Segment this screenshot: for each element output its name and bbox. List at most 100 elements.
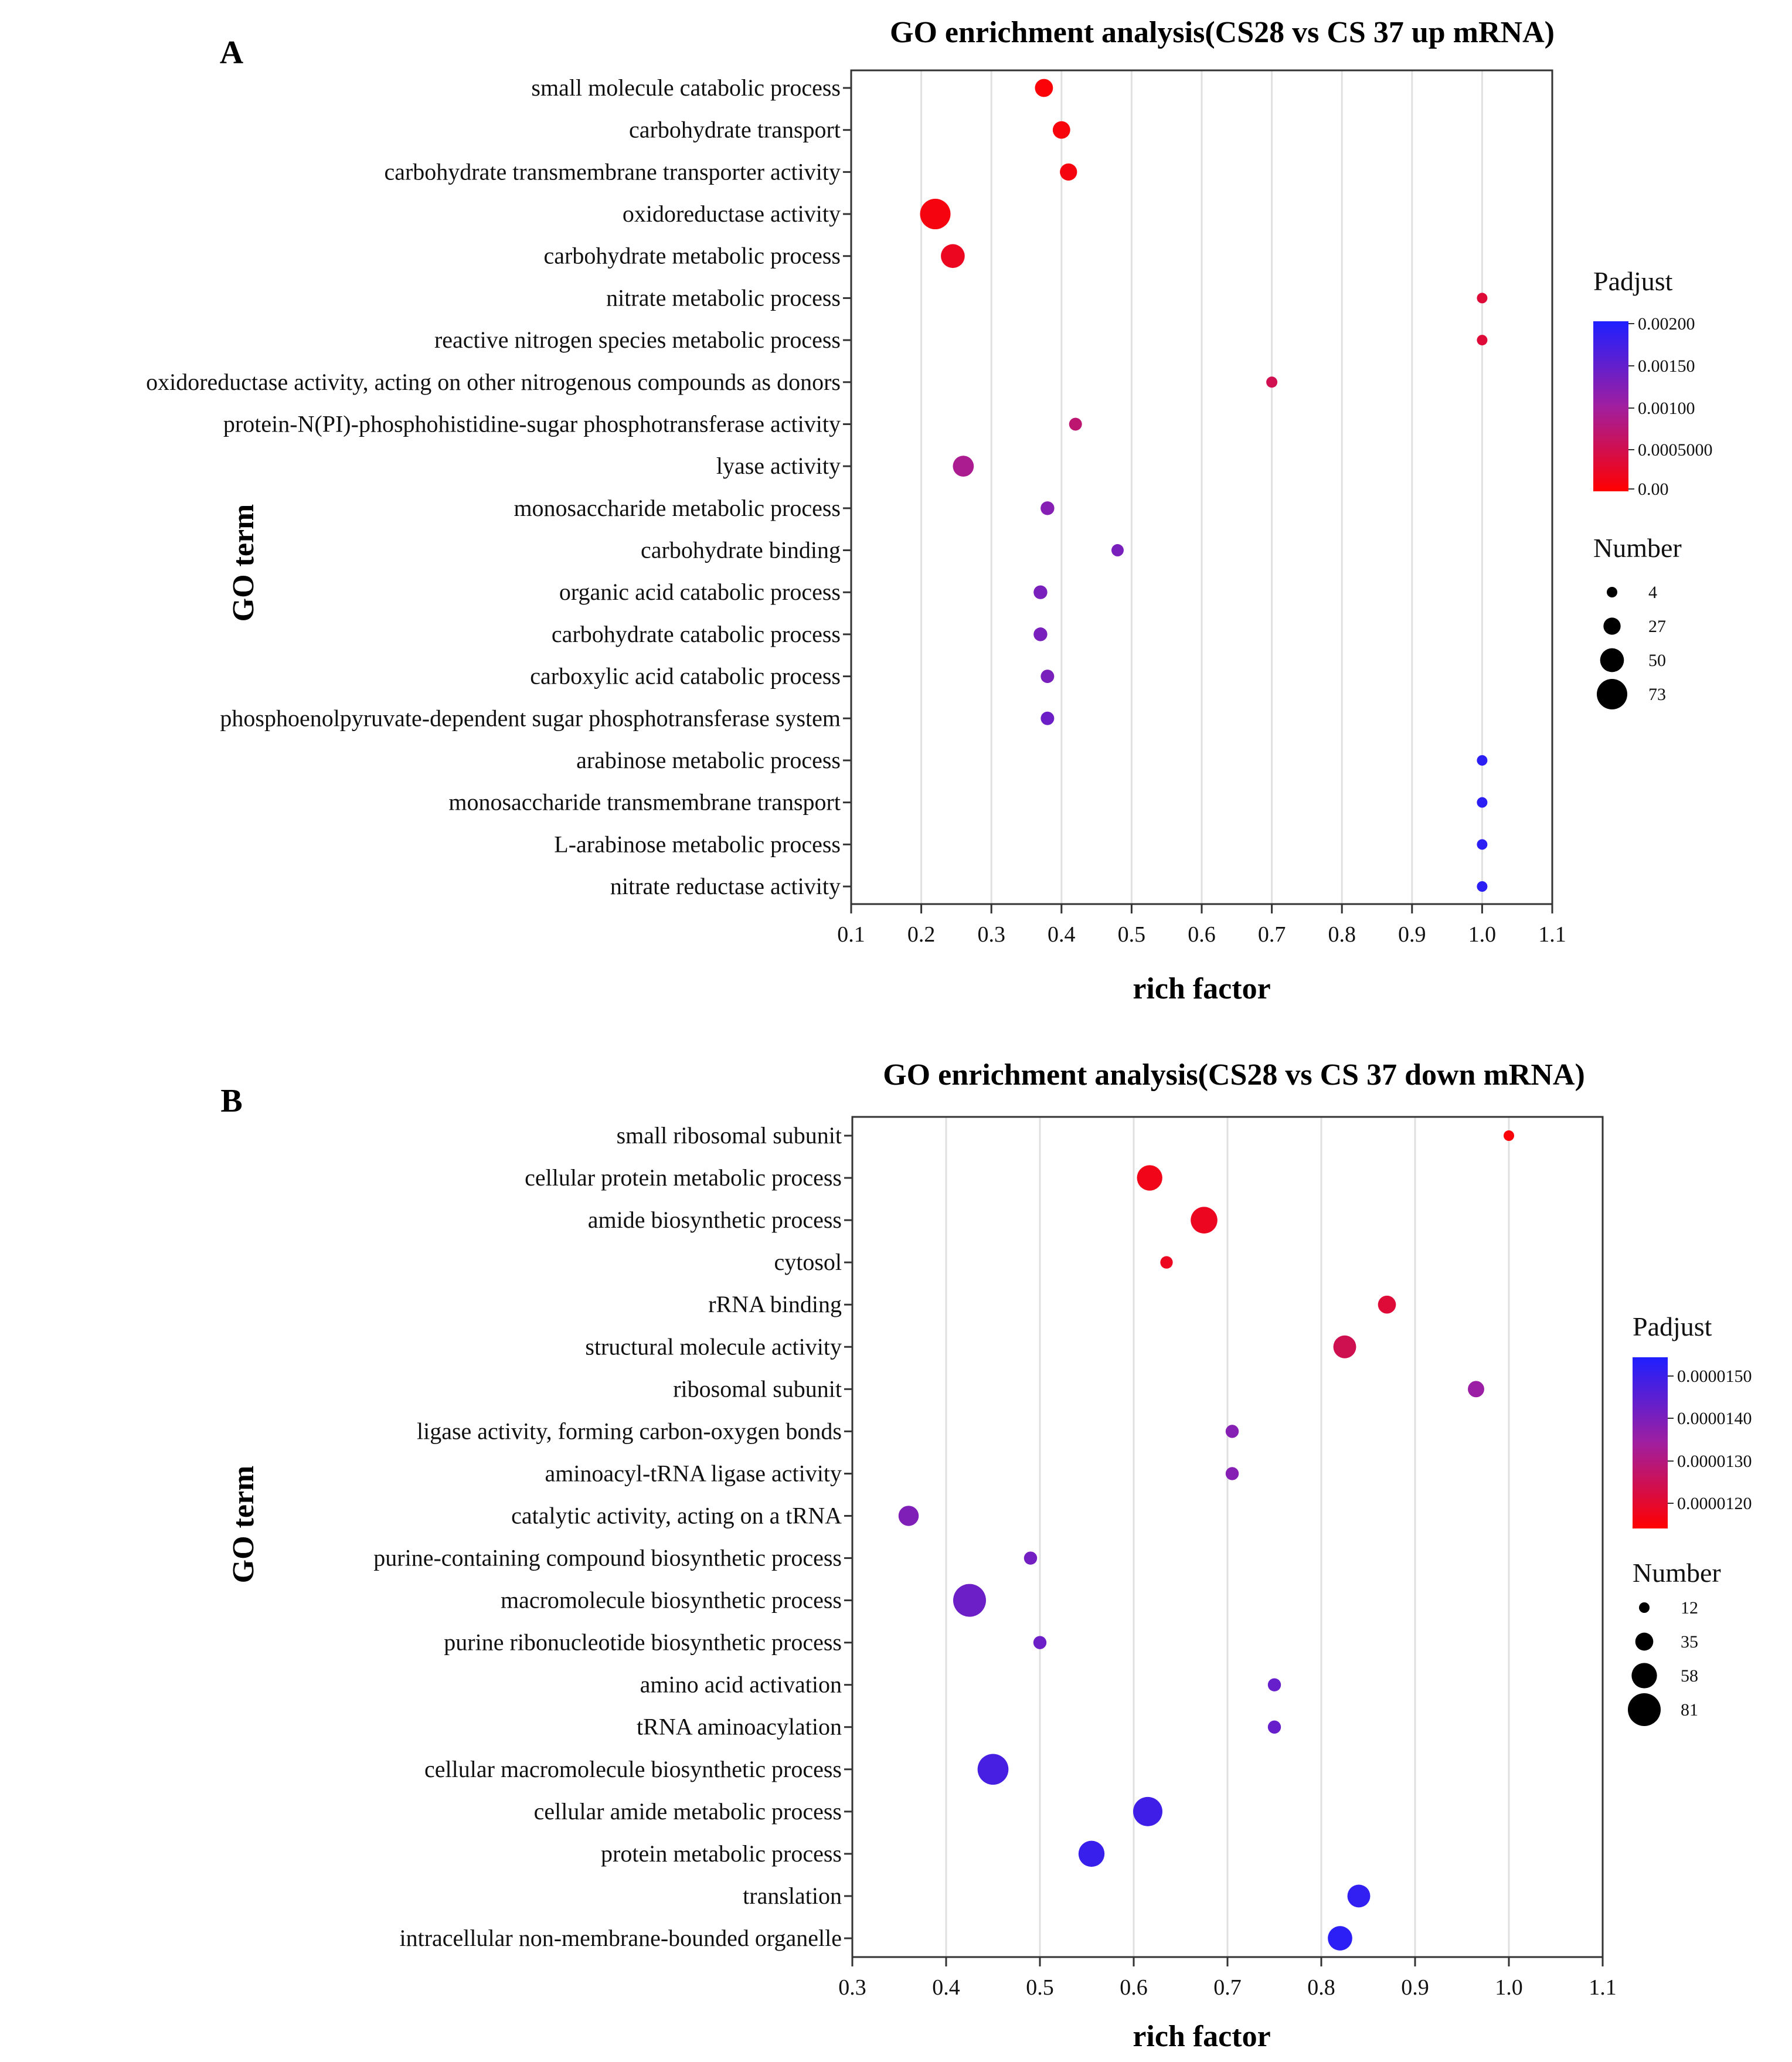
y-term-label: small ribosomal subunit	[617, 1122, 842, 1149]
data-point	[1023, 1551, 1038, 1565]
x-tick-label: 0.2	[907, 922, 936, 947]
data-point	[1477, 335, 1488, 346]
x-tick-label: 1.0	[1468, 922, 1497, 947]
x-tick-label: 0.7	[1258, 922, 1286, 947]
data-point	[1052, 121, 1070, 139]
y-term-label: nitrate reductase activity	[610, 873, 841, 899]
x-tick-label: 0.4	[1048, 922, 1076, 947]
color-legend-tick-label: 0.0005000	[1638, 440, 1713, 460]
y-term-label: amide biosynthetic process	[588, 1207, 842, 1233]
y-term-label: reactive nitrogen species metabolic proc…	[434, 327, 841, 353]
y-term-label: arabinose metabolic process	[576, 747, 841, 773]
y-term-label: tRNA aminoacylation	[637, 1714, 842, 1740]
data-point	[1477, 755, 1488, 766]
x-tick-label: 1.0	[1495, 1975, 1523, 2000]
data-point	[1225, 1425, 1239, 1438]
color-legend-bar	[1593, 321, 1628, 491]
data-point	[1477, 839, 1488, 850]
chart-title: GO enrichment analysis(CS28 vs CS 37 up …	[890, 16, 1555, 49]
data-point	[1033, 627, 1048, 641]
y-term-label: rRNA binding	[708, 1291, 842, 1317]
data-point	[1347, 1884, 1371, 1908]
data-point	[941, 244, 965, 269]
data-point	[1160, 1256, 1173, 1269]
size-legend-dot	[1600, 648, 1624, 672]
size-legend-label: 81	[1681, 1700, 1698, 1720]
y-term-label: phosphoenolpyruvate-dependent sugar phos…	[220, 705, 841, 731]
data-point	[1035, 79, 1053, 97]
data-point	[1266, 376, 1278, 388]
x-tick-label: 0.3	[838, 1975, 866, 2000]
points	[898, 1130, 1514, 1951]
data-point	[1267, 1720, 1281, 1734]
data-point	[1477, 293, 1488, 304]
color-legend-bar	[1633, 1357, 1668, 1528]
y-term-label: carbohydrate transport	[629, 117, 841, 143]
data-point	[977, 1754, 1009, 1785]
color-legend-ticks: 0.00200 0.00150 0.00100 0.0005000 0.00	[1628, 314, 1713, 499]
data-point	[1477, 881, 1488, 892]
data-point	[1033, 1636, 1047, 1649]
y-term-label: carbohydrate transmembrane transporter a…	[384, 158, 841, 185]
y-term-label: carbohydrate metabolic process	[544, 243, 841, 269]
panel-letter: A	[220, 35, 244, 71]
y-term-label: ligase activity, forming carbon-oxygen b…	[417, 1418, 842, 1444]
y-term-label: purine-containing compound biosynthetic …	[373, 1545, 842, 1571]
data-point	[1477, 797, 1488, 808]
y-term-label: carbohydrate catabolic process	[552, 621, 841, 647]
points	[920, 79, 1488, 892]
y-term-label: carboxylic acid catabolic process	[530, 663, 841, 689]
data-point	[920, 199, 951, 230]
color-legend-tick-label: 0.00100	[1638, 399, 1695, 418]
size-legend-dot	[1639, 1602, 1650, 1613]
panel-letter: B	[220, 1083, 242, 1119]
y-term-label: L-arabinose metabolic process	[554, 831, 841, 857]
x-tick-label: 0.9	[1401, 1975, 1429, 2000]
data-point	[1191, 1207, 1218, 1234]
size-legend-label: 27	[1648, 617, 1666, 636]
x-tick-label: 0.6	[1120, 1975, 1148, 2000]
size-legend-dot	[1597, 679, 1627, 709]
y-axis-title: GO term	[227, 1466, 260, 1584]
color-legend-tick-label: 0.00	[1638, 480, 1669, 499]
data-point	[1069, 417, 1082, 431]
y-term-label: cellular macromolecule biosynthetic proc…	[424, 1756, 842, 1782]
x-tick-label: 0.5	[1026, 1975, 1054, 2000]
x-tick-label: 1.1	[1589, 1975, 1617, 2000]
size-legend-label: 12	[1681, 1598, 1698, 1618]
color-legend-tick-label: 0.0000140	[1677, 1409, 1752, 1428]
data-point	[1040, 711, 1055, 725]
x-axis-title: rich factor	[1133, 972, 1270, 1005]
data-point	[1040, 501, 1055, 515]
y-term-labels: small molecule catabolic process carbohyd…	[146, 74, 851, 899]
size-legend-title: Number	[1633, 1558, 1721, 1588]
size-legend-label: 4	[1648, 583, 1657, 602]
data-point	[953, 1584, 986, 1617]
size-legend-label: 50	[1648, 651, 1666, 670]
color-legend-tick-label: 0.0000130	[1677, 1452, 1752, 1471]
data-point	[953, 456, 974, 477]
y-term-label: aminoacyl-tRNA ligase activity	[545, 1460, 842, 1486]
color-legend-ticks: 0.0000150 0.0000140 0.0000130 0.0000120	[1668, 1367, 1752, 1513]
x-tick-label: 0.8	[1328, 922, 1356, 947]
size-legend-title: Number	[1593, 533, 1682, 563]
chart-title: GO enrichment analysis(CS28 vs CS 37 dow…	[883, 1058, 1585, 1092]
y-term-label: structural molecule activity	[585, 1333, 842, 1360]
x-tick-label: 0.9	[1398, 922, 1426, 947]
y-term-label: monosaccharide metabolic process	[514, 495, 841, 521]
size-legend-dot	[1607, 587, 1617, 597]
y-term-label: protein-N(PI)-phosphohistidine-sugar pho…	[223, 410, 841, 437]
x-tick-label: 0.6	[1188, 922, 1216, 947]
y-term-label: carbohydrate binding	[641, 537, 841, 563]
x-tick-label: 0.8	[1307, 1975, 1335, 2000]
x-ticks: 0.3 0.4 0.5 0.6 0.7 0.8 0.9 1.0 1.1	[838, 1957, 1617, 2000]
y-term-label: intracellular non-membrane-bounded organ…	[399, 1925, 842, 1951]
data-point	[1033, 585, 1048, 599]
size-legend-label: 73	[1648, 685, 1666, 704]
x-tick-label: 0.7	[1213, 1975, 1242, 2000]
x-tick-label: 0.5	[1118, 922, 1146, 947]
color-legend-tick-label: 0.0000120	[1677, 1494, 1752, 1513]
y-term-label: oxidoreductase activity	[623, 201, 841, 227]
y-term-label: cellular amide metabolic process	[534, 1798, 842, 1825]
